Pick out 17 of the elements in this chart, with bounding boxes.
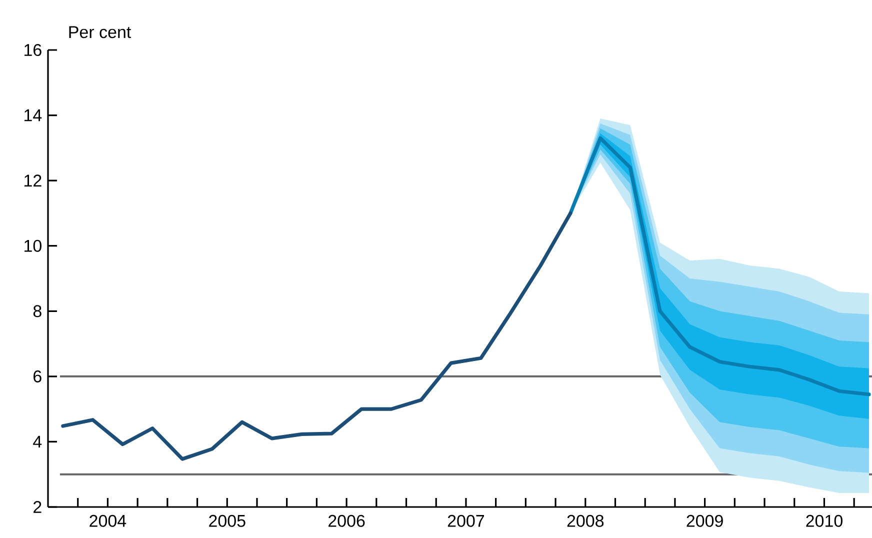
- x-tick-label: 2004: [90, 514, 126, 527]
- y-tick-label: 12: [24, 174, 42, 187]
- x-tick-label: 2010: [806, 514, 842, 527]
- x-tick-label: 2006: [328, 514, 365, 527]
- y-tick-label: 10: [24, 240, 42, 252]
- x-tick-label: 2008: [567, 514, 604, 527]
- y-tick-label: 6: [34, 370, 42, 382]
- y-tick-label: 14: [24, 109, 42, 122]
- y-tick-label: 16: [24, 44, 42, 56]
- y-tick-label: 8: [33, 305, 42, 318]
- line-series: [61, 211, 572, 461]
- y-axis-title: Per cent: [69, 26, 132, 38]
- x-tick-label: 2009: [686, 514, 723, 527]
- y-tick-label: 4: [33, 436, 42, 448]
- x-tick-label: 2007: [448, 514, 484, 527]
- y-tick-label: 2: [34, 501, 42, 513]
- x-tick-label: 2005: [209, 514, 246, 527]
